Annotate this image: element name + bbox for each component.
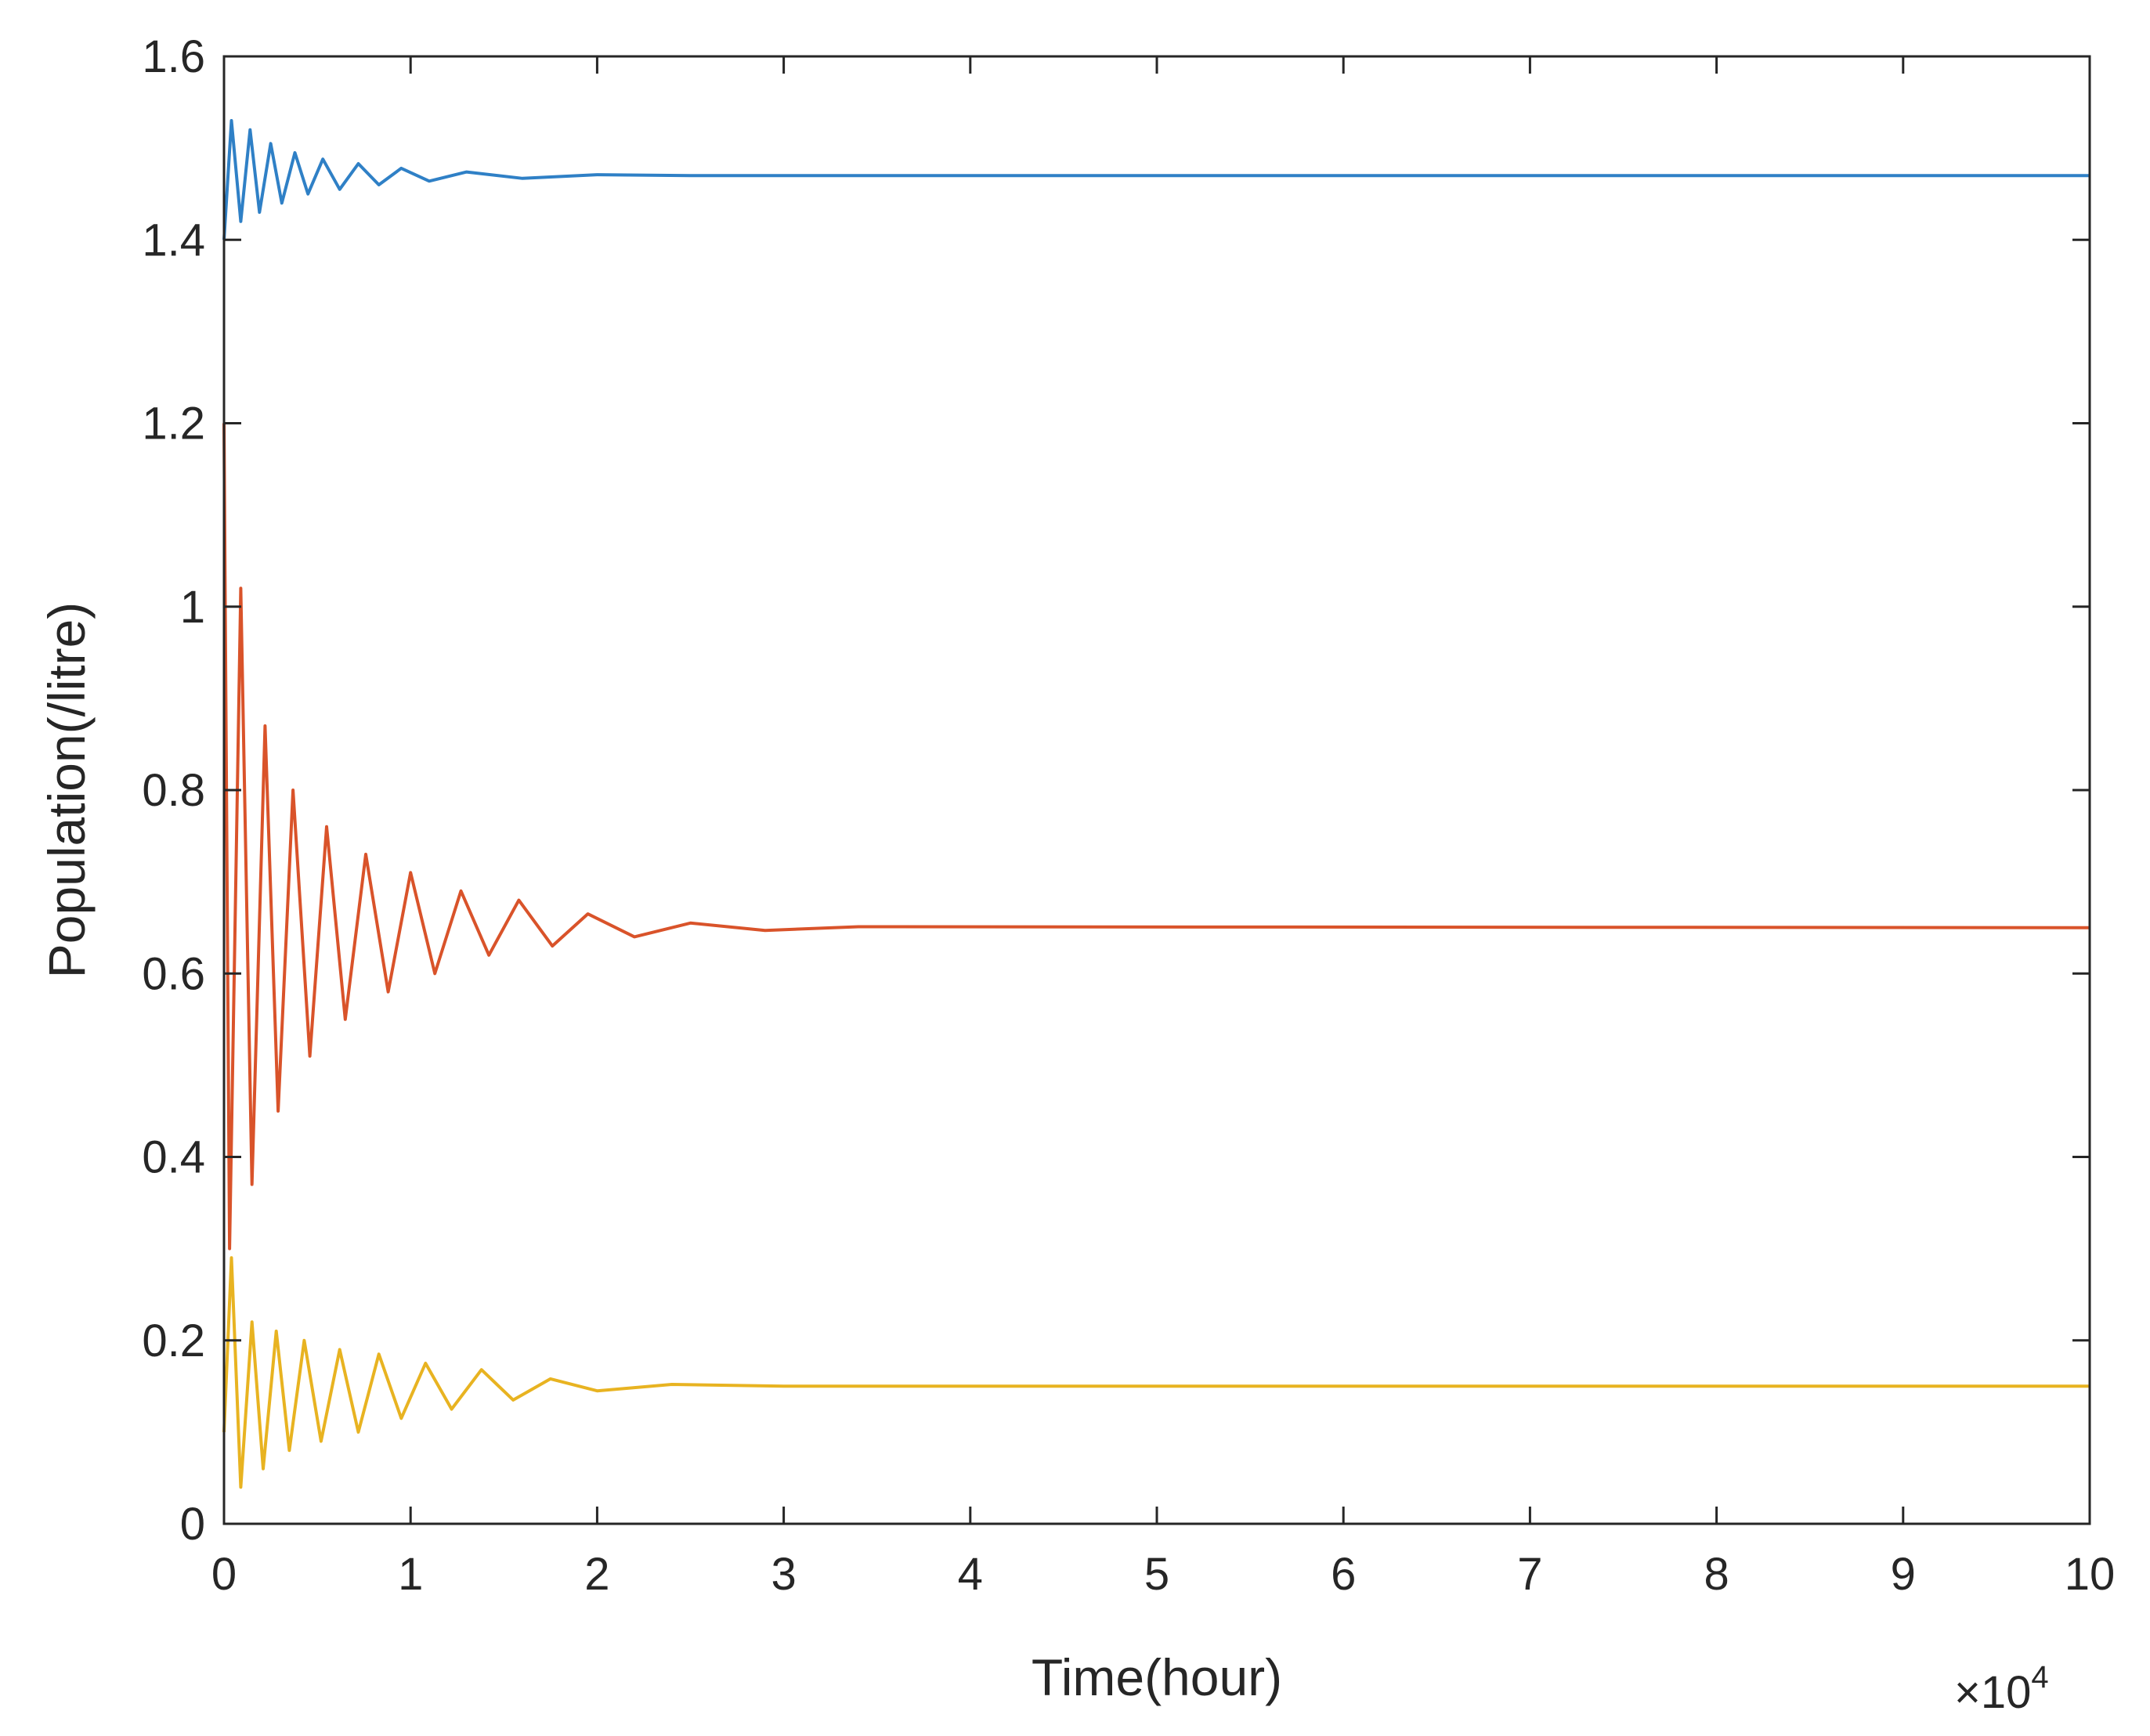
y-tick-label: 1	[180, 582, 205, 633]
x-tick-label: 5	[1144, 1549, 1169, 1600]
x-axis-label: Time(hour)	[1032, 1648, 1282, 1706]
y-tick-label: 0.6	[142, 948, 205, 999]
y-tick-label: 0.8	[142, 765, 205, 816]
y-tick-label: 1.4	[142, 215, 205, 265]
x-tick-label: 8	[1704, 1549, 1729, 1600]
x-tick-label: 6	[1331, 1549, 1356, 1600]
y-tick-label: 1.6	[142, 31, 205, 82]
x-tick-label: 4	[958, 1549, 983, 1600]
series-layer	[222, 119, 2090, 1489]
x-tick-label: 2	[584, 1549, 609, 1600]
y-tick-label: 0	[180, 1499, 205, 1550]
y-tick-label: 0.2	[142, 1316, 205, 1366]
x-tick-label: 9	[1891, 1549, 1916, 1600]
y-tick-label: 0.4	[142, 1132, 205, 1183]
series-line-2	[222, 423, 2090, 1251]
y-axis-label: Population(/litre)	[38, 602, 96, 979]
x-tick-label: 0	[211, 1549, 237, 1600]
series-line-1	[222, 119, 2090, 240]
x-tick-label: 3	[771, 1549, 796, 1600]
axes-layer: 0 1 2 3 4 5 6 7 8 9 10 0 0.2 0.4 0.6 0.8 1 1.2 1.4 1.6	[142, 31, 2115, 1600]
x-axis-multiplier: ×104	[1954, 1660, 2049, 1718]
y-tick-label: 1.2	[142, 399, 205, 449]
plot-area	[224, 56, 2090, 1524]
series-line-3	[222, 1256, 2090, 1489]
labels-layer: Time(hour) Population(/litre) ×104	[38, 602, 2049, 1718]
x-tick-label: 1	[398, 1549, 423, 1600]
x-tick-label: 10	[2065, 1549, 2116, 1600]
x-tick-label: 7	[1517, 1549, 1542, 1600]
